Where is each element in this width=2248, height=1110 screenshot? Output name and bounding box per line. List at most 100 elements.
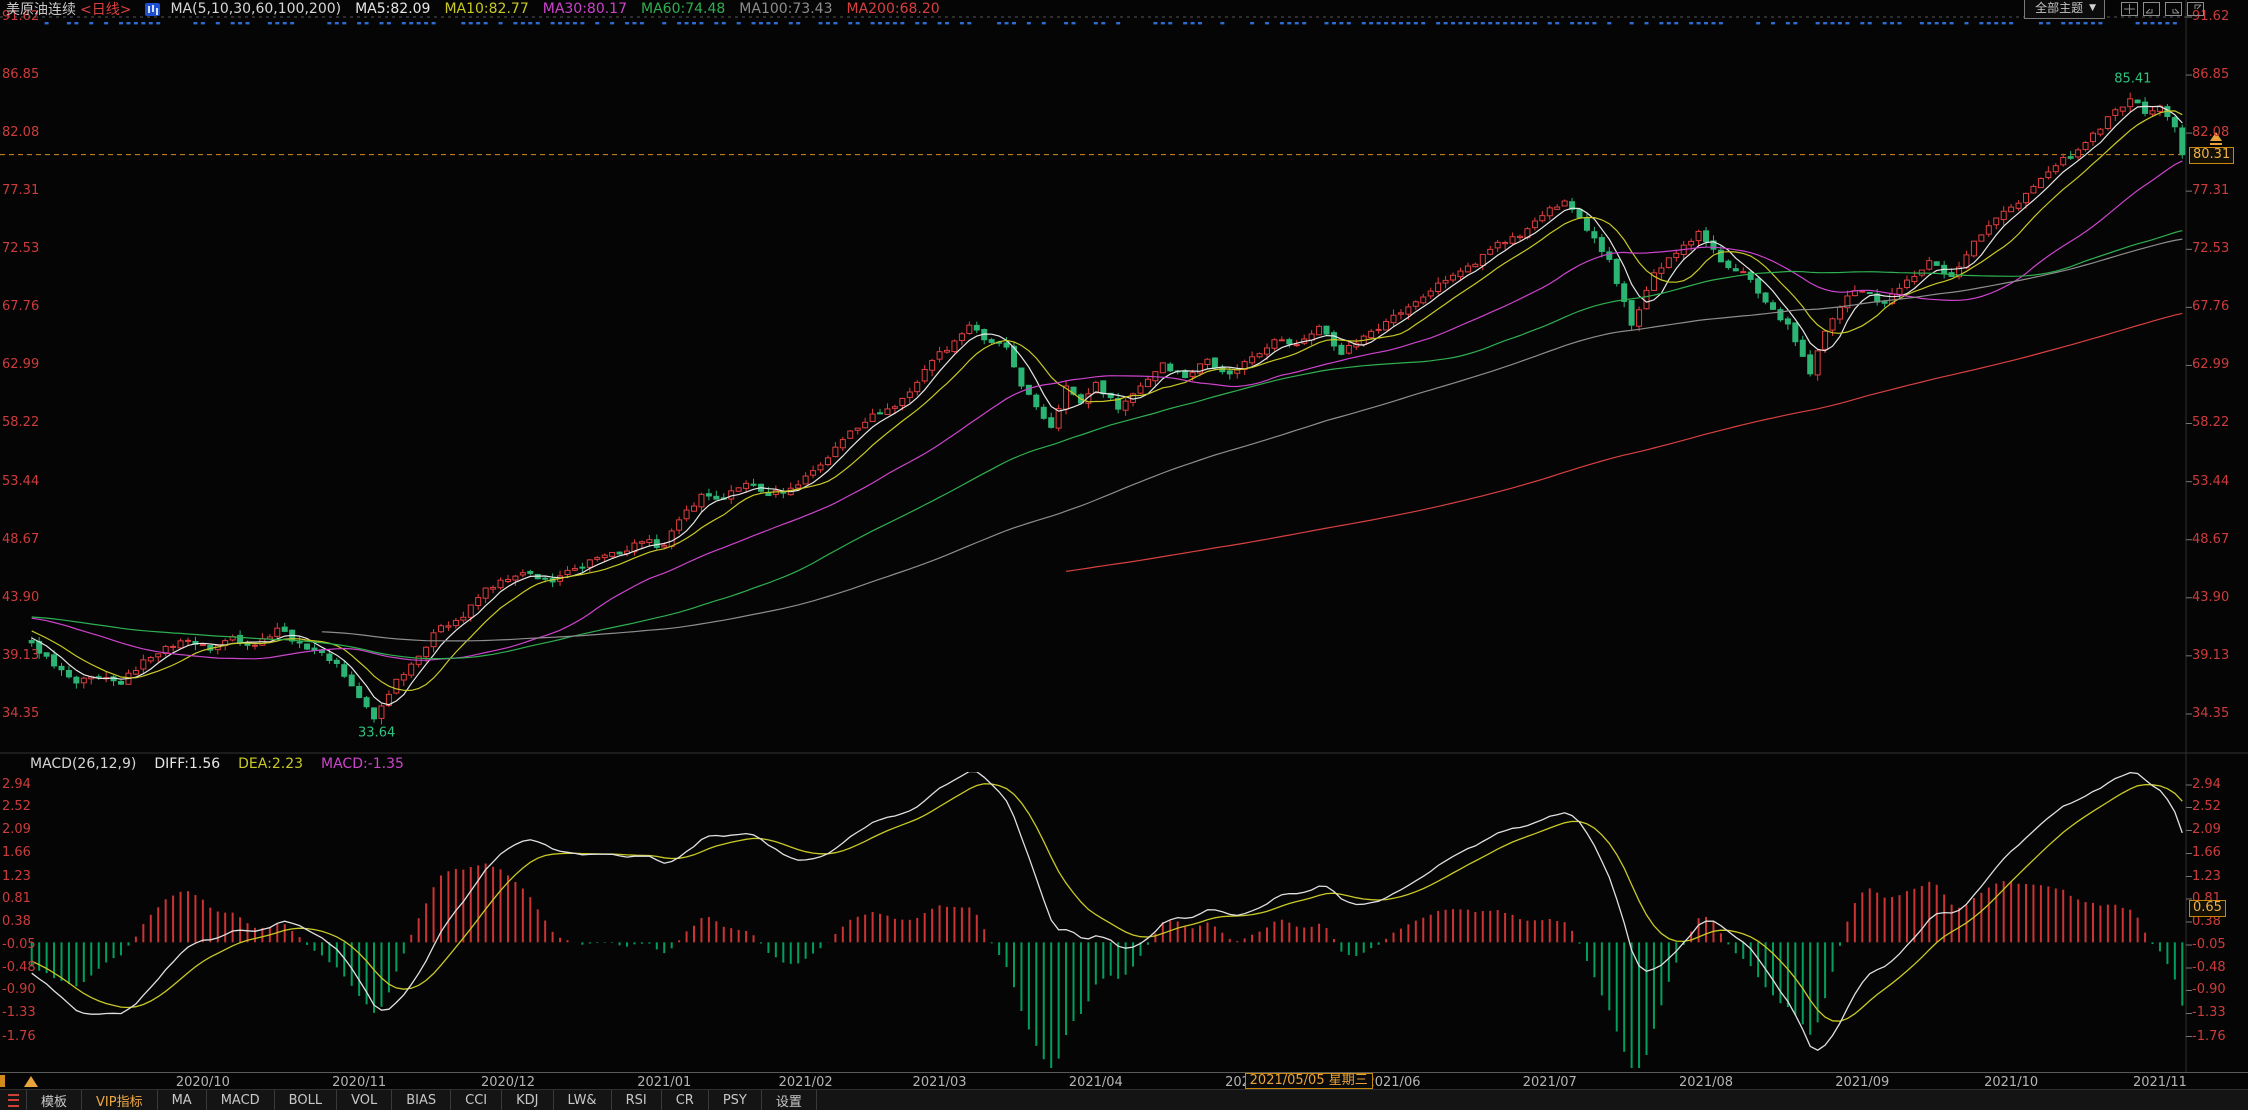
macd-dea-value: DEA:2.23 xyxy=(238,755,304,772)
svg-text:85.41: 85.41 xyxy=(2114,72,2151,87)
month-label: 2020/11 xyxy=(332,1075,387,1090)
price-tick-left: 82.08 xyxy=(2,125,40,141)
layout-bottom-right-icon[interactable] xyxy=(2165,1,2182,16)
macd-settings-label: MACD(26,12,9) xyxy=(30,755,137,772)
price-tick-right: 86.85 xyxy=(2192,67,2230,83)
dropdown-caret-icon: ▼ xyxy=(2089,2,2096,13)
month-label: 2021/02 xyxy=(778,1075,833,1090)
macd-tick-right: -1.76 xyxy=(2192,1028,2226,1044)
period-label: <日线> xyxy=(80,2,132,18)
price-tick-left: 58.22 xyxy=(2,415,40,431)
price-tick-right: 77.31 xyxy=(2192,183,2230,199)
month-label: 2021/06 xyxy=(1366,1075,1421,1090)
toolbar-item-BIAS[interactable]: BIAS xyxy=(392,1090,452,1110)
ma-value-label: MA30:80.17 xyxy=(542,1,628,17)
toolbar-item-VIP指标[interactable]: VIP指标 xyxy=(82,1090,158,1110)
ma-settings-label: MA(5,10,30,60,100,200) xyxy=(170,1,342,17)
macd-tick-left: 1.66 xyxy=(2,845,31,861)
toolbar-item-设置[interactable]: 设置 xyxy=(762,1090,817,1110)
month-label: 2020/12 xyxy=(480,1075,535,1090)
macd-tick-left: -0.90 xyxy=(2,982,36,998)
scroll-left-icon[interactable] xyxy=(0,1075,5,1087)
price-tick-right: 43.90 xyxy=(2192,589,2230,605)
chart-title-bar: 美原油连续 <日线> MA(5,10,30,60,100,200) MA5:82… xyxy=(6,1,940,18)
macd-tick-left: -1.33 xyxy=(2,1005,36,1021)
macd-tick-left: -0.05 xyxy=(2,936,36,952)
layout-icons-group xyxy=(2121,1,2204,16)
month-label: 2020/10 xyxy=(175,1075,230,1090)
macd-tick-right: 0.38 xyxy=(2192,913,2221,929)
orange-triangle-marker xyxy=(24,1076,38,1087)
price-tick-left: 91.62 xyxy=(2,9,40,24)
layout-grid-icon[interactable] xyxy=(2121,1,2138,16)
month-label: 2021/03 xyxy=(912,1075,967,1090)
macd-tick-left: 2.09 xyxy=(2,822,31,838)
ma-value-label: MA200:68.20 xyxy=(846,1,940,17)
toolbar-item-VOL[interactable]: VOL xyxy=(337,1090,393,1110)
price-tick-right: 67.76 xyxy=(2192,299,2230,315)
month-label: 2021/04 xyxy=(1068,1075,1123,1090)
price-tick-left: 39.13 xyxy=(2,647,40,663)
ma-legend-values: MA5:82.09 MA10:82.77 MA30:80.17 MA60:74.48 M… xyxy=(355,1,940,17)
price-tick-right: 91.62 xyxy=(2192,9,2230,24)
main-indicator-dropdown[interactable]: 全部主题 ▼ xyxy=(2024,0,2105,19)
month-label: 2021/01 xyxy=(637,1075,692,1090)
macd-tick-left: 0.38 xyxy=(2,913,31,929)
selected-date-tag: 2021/05/05 星期三 xyxy=(1244,1073,1373,1089)
price-tick-left: 86.85 xyxy=(2,67,40,83)
toolbar-item-LW&[interactable]: LW& xyxy=(554,1090,612,1110)
toolbar-item-BOLL[interactable]: BOLL xyxy=(275,1090,338,1110)
price-tick-right: 39.13 xyxy=(2192,647,2230,663)
macd-tick-right: -0.48 xyxy=(2192,960,2226,975)
price-tick-right: 58.22 xyxy=(2192,415,2230,431)
toolbar-item-PSY[interactable]: PSY xyxy=(709,1090,762,1110)
price-tick-left: 77.31 xyxy=(2,183,40,199)
month-label: 2021/07 xyxy=(1522,1075,1577,1090)
price-tick-left: 67.76 xyxy=(2,299,40,315)
price-tick-left: 48.67 xyxy=(2,531,40,547)
symbol-name: 美原油连续 xyxy=(6,2,76,18)
price-tick-right: 72.53 xyxy=(2192,241,2230,257)
macd-hist-value: MACD:-1.35 xyxy=(321,755,404,772)
toolbar-item-CCI[interactable]: CCI xyxy=(451,1090,503,1110)
macd-tick-right: 2.09 xyxy=(2192,822,2221,838)
ma-value-label: MA5:82.09 xyxy=(355,1,431,17)
toolbar-item-MA[interactable]: MA xyxy=(158,1090,207,1110)
price-tick-right: 48.67 xyxy=(2192,531,2230,547)
toolbar-item-RSI[interactable]: RSI xyxy=(612,1090,662,1110)
month-label: 2021/08 xyxy=(1679,1075,1734,1090)
toolbar-item-KDJ[interactable]: KDJ xyxy=(502,1090,554,1110)
macd-tick-left: 2.94 xyxy=(2,777,31,792)
ma-value-label: MA60:74.48 xyxy=(641,1,726,17)
macd-tick-right: -0.90 xyxy=(2192,982,2226,998)
price-tick-left: 53.44 xyxy=(2,473,40,489)
toolbar-item-模板[interactable]: 模板 xyxy=(27,1090,83,1110)
layout-bottom-left-icon[interactable] xyxy=(2143,1,2160,16)
ma-value-label: MA100:73.43 xyxy=(739,1,833,17)
macd-tick-right: 1.23 xyxy=(2192,868,2221,884)
date-axis: 2021/05/05 星期三 2020/10 2020/11 2020/12 2021… xyxy=(0,1072,2248,1090)
macd-tick-left: 1.23 xyxy=(2,868,31,884)
month-label: 2021/11 xyxy=(2132,1075,2187,1090)
price-tick-right: 82.08 xyxy=(2192,125,2230,141)
price-tick-right: 34.35 xyxy=(2192,706,2230,721)
price-tick-left: 72.53 xyxy=(2,241,40,257)
price-tick-left: 34.35 xyxy=(2,706,40,721)
macd-tick-right: 2.52 xyxy=(2192,799,2221,815)
price-tick-right: 53.44 xyxy=(2192,473,2230,489)
chart-controls: 全部主题 ▼ xyxy=(2024,0,2204,19)
menu-icon[interactable] xyxy=(0,1090,27,1110)
macd-tick-left: -0.48 xyxy=(2,960,36,975)
layout-top-right-icon[interactable] xyxy=(2187,1,2204,16)
dropdown-label: 全部主题 xyxy=(2035,1,2084,15)
ma-value-label: MA10:82.77 xyxy=(444,1,529,17)
macd-value-tag: 0.65 xyxy=(2189,899,2226,917)
price-tick-left: 43.90 xyxy=(2,589,40,605)
macd-tick-right: -1.33 xyxy=(2192,1005,2226,1021)
toolbar-item-MACD[interactable]: MACD xyxy=(207,1090,275,1110)
toolbar-item-CR[interactable]: CR xyxy=(662,1090,709,1110)
candlestick-icon xyxy=(145,2,161,16)
macd-tick-left: -1.76 xyxy=(2,1028,36,1044)
